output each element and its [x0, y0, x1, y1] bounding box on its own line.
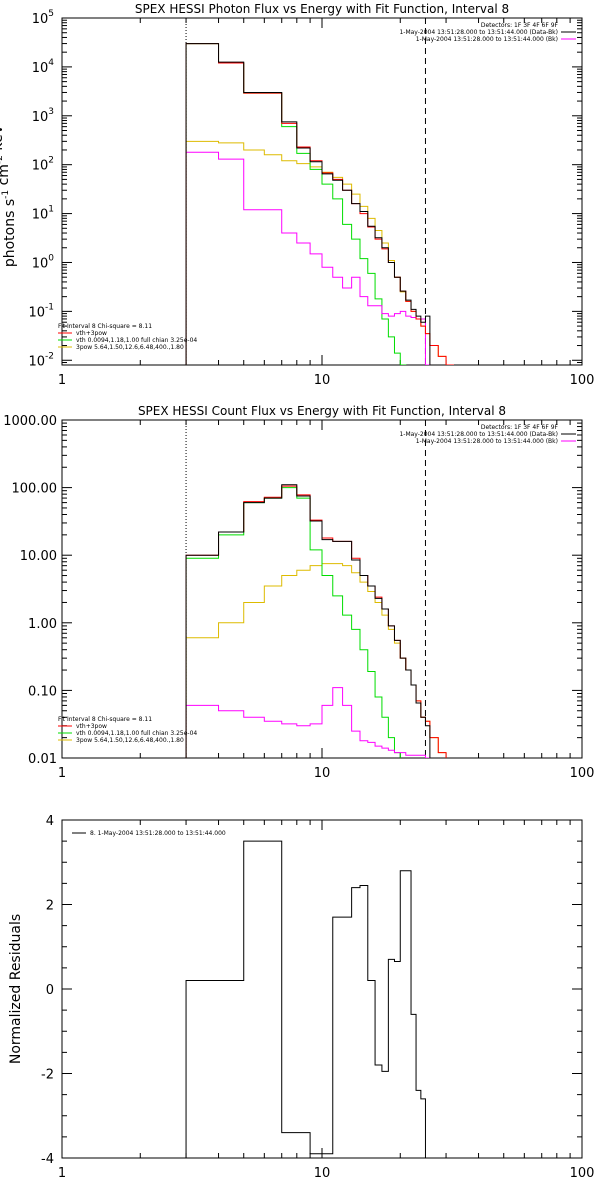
chart-panel-3: 1 10 100 -4 -2 0 2 4 Normalized Residuals 8. 1-Ma…	[8, 814, 594, 1181]
y-tick-label: 0.01	[28, 752, 57, 767]
legend-entry: 3pow 5.64,1.50,12.6,6.48,400.,1.80	[76, 737, 184, 744]
chart-title: SPEX HESSI Count Flux vs Energy with Fit…	[138, 404, 506, 418]
y-tick-label: 10.00	[20, 549, 57, 564]
y-axis-label: Normalized Residuals	[8, 914, 24, 1064]
x-tick-label: 100	[570, 766, 595, 781]
data-layer	[185, 840, 426, 1158]
y-tick-label: 1000.00	[3, 414, 57, 429]
series-data-line	[185, 484, 431, 758]
y-tick-label: 100.00	[12, 482, 58, 497]
y-tick-label: 103	[32, 107, 54, 125]
series-vth-line	[185, 43, 407, 365]
y-axis-label: photons s-1 cm-2 keV-1	[0, 116, 18, 267]
legend-entry: 1-May-2004 13:51:28.000 to 13:51:44.000 …	[399, 29, 558, 36]
x-tick-label: 1	[58, 1166, 66, 1181]
x-tick-label: 10	[314, 766, 331, 781]
y-tick-label: -2	[41, 1068, 54, 1083]
legend-entry: Detectors: 1F 3F 4F 6F 9F	[481, 22, 559, 29]
series-bk-line	[185, 151, 431, 365]
legend-entry: 8. 1-May-2004 13:51:28.000 to 13:51:44.0…	[90, 830, 226, 837]
y-tick-label: 104	[32, 58, 55, 76]
legend-entry: 1-May-2004 13:51:28.000 to 13:51:44.000 …	[399, 431, 558, 438]
series-data-line	[185, 43, 431, 365]
legend-entry: Fit Interval 8 Chi-square = 8.11	[58, 323, 152, 330]
legend-entry: 1-May-2004 13:51:28.000 to 13:51:44.000 …	[416, 438, 558, 445]
chart-title: SPEX HESSI Photon Flux vs Energy with Fi…	[135, 2, 509, 16]
y-tick-label: 105	[32, 9, 54, 27]
y-tick-label: -4	[41, 1152, 54, 1167]
chart-panel-1: SPEX HESSI Photon Flux vs Energy with Fi…	[0, 2, 594, 388]
y-tick-label: 2	[46, 899, 54, 914]
series-total-line	[185, 43, 454, 365]
x-tick-label: 1	[58, 766, 66, 781]
series-bpow-line	[185, 140, 454, 365]
series-data-line	[185, 840, 426, 1158]
x-tick-label: 100	[570, 373, 595, 388]
legend-entry: Fit Interval 8 Chi-square = 8.11	[58, 716, 152, 723]
y-tick-label: 102	[32, 156, 54, 174]
y-tick-label: 10-2	[28, 351, 54, 369]
y-tick-label: 0	[46, 983, 54, 998]
x-tick-label: 10	[314, 373, 331, 388]
series-bk-line	[185, 687, 431, 758]
chart-panel-2: SPEX HESSI Count Flux vs Energy with Fit…	[3, 404, 594, 781]
y-tick-label: 100	[32, 253, 55, 271]
data-layer	[185, 420, 447, 758]
y-tick-label: 10-1	[28, 302, 54, 320]
x-tick-label: 1	[58, 373, 66, 388]
plot-frame	[61, 17, 583, 366]
legend-entry: 3pow 5.64,1.50,12.6,6.48,400.,1.80	[76, 344, 184, 351]
y-tick-label: 4	[46, 814, 54, 829]
x-tick-label: 10	[314, 1166, 331, 1181]
series-total-line	[185, 485, 447, 758]
legend-entry: vth 0.0094,1.18,1.00 full chian 3.25e-04	[76, 337, 197, 344]
series-bpow-line	[185, 563, 447, 758]
y-tick-label: 101	[32, 205, 54, 223]
x-tick-label: 100	[570, 1166, 595, 1181]
y-tick-label: 0.10	[28, 684, 57, 699]
data-layer	[185, 18, 454, 365]
legend-entry: vth+3pow	[76, 330, 107, 337]
y-tick-label: 1.00	[28, 617, 57, 632]
legend-entry: 1-May-2004 13:51:28.000 to 13:51:44.000 …	[416, 36, 558, 43]
plot-frame	[61, 819, 583, 1159]
legend-entry: vth 0.0094,1.18,1.00 full chian 3.25e-04	[76, 730, 197, 737]
legend-entry: vth+3pow	[76, 723, 107, 730]
legend-entry: Detectors: 1F 3F 4F 6F 9F	[481, 424, 559, 431]
